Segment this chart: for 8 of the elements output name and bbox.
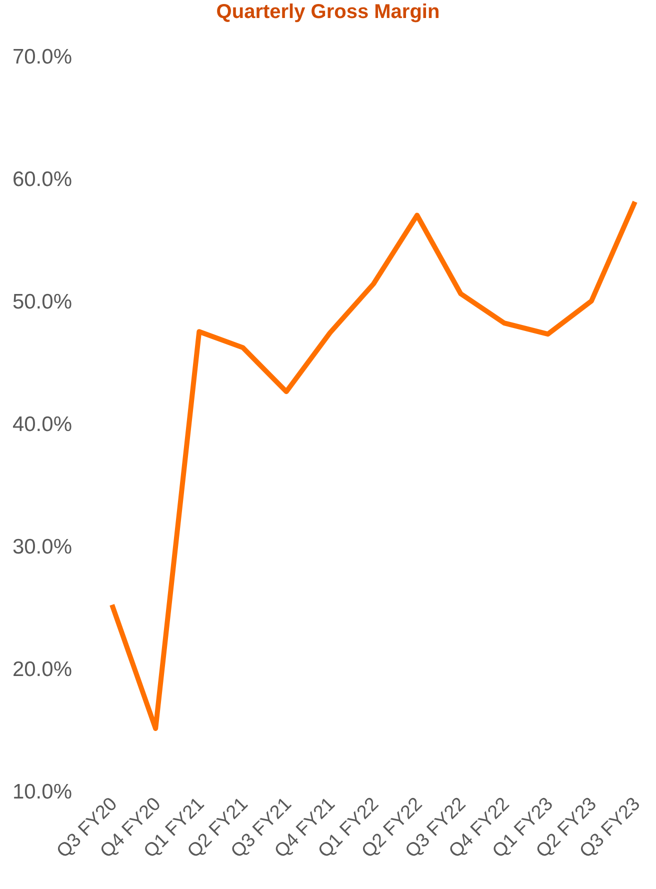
y-tick-label: 60.0% <box>12 168 72 191</box>
y-tick-label: 10.0% <box>12 780 72 804</box>
y-tick-label: 40.0% <box>12 412 72 436</box>
y-tick-label: 70.0% <box>12 45 72 68</box>
y-tick-label: 50.0% <box>12 290 72 314</box>
y-tick-label: 20.0% <box>12 658 72 681</box>
y-tick-label: 30.0% <box>12 535 72 558</box>
chart-title: Quarterly Gross Margin <box>215 1 441 25</box>
